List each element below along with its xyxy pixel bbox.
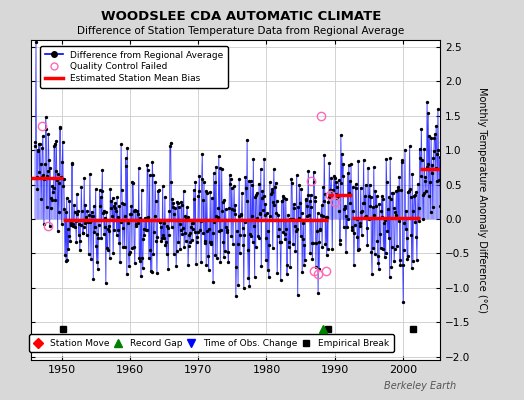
- Text: Berkeley Earth: Berkeley Earth: [384, 381, 456, 391]
- Legend: Station Move, Record Gap, Time of Obs. Change, Empirical Break: Station Move, Record Gap, Time of Obs. C…: [29, 334, 394, 352]
- Y-axis label: Monthly Temperature Anomaly Difference (°C): Monthly Temperature Anomaly Difference (…: [477, 87, 487, 313]
- Text: WOODSLEE CDA AUTOMATIC CLIMATE: WOODSLEE CDA AUTOMATIC CLIMATE: [101, 10, 381, 23]
- Text: Difference of Station Temperature Data from Regional Average: Difference of Station Temperature Data f…: [78, 26, 405, 36]
